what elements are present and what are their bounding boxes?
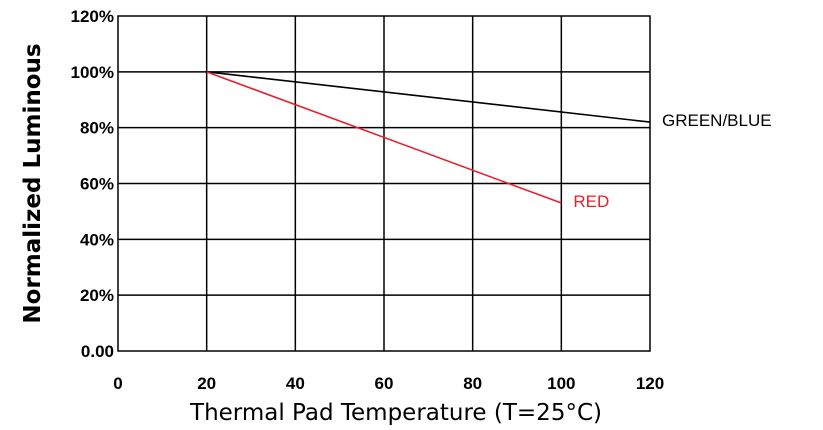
y-tick-label: 40% (80, 230, 114, 249)
x-tick-label: 120 (636, 374, 664, 393)
y-axis-title: Normalized Luminous (20, 43, 46, 323)
x-tick-label: 0 (113, 374, 122, 393)
y-tick-label: 120% (71, 7, 114, 26)
y-tick-labels: 0.00 20% 40% 60% 80% 100% 120% (71, 7, 114, 361)
y-tick-label: 100% (71, 63, 114, 82)
plot-frame (117, 15, 651, 352)
y-tick-label: 80% (80, 119, 114, 138)
y-tick-label: 20% (80, 286, 114, 305)
x-axis-title: Thermal Pad Temperature (T=25°C) (189, 400, 602, 426)
x-tick-label: 100 (547, 374, 575, 393)
x-tick-label: 40 (286, 374, 305, 393)
x-tick-label: 80 (463, 374, 482, 393)
series-line-red (206, 71, 562, 204)
y-tick-label: 0.00 (81, 342, 114, 361)
series-label: RED (573, 192, 609, 211)
x-tick-label: 60 (375, 374, 394, 393)
x-tick-labels: 0 20 40 60 80 100 120 (113, 374, 664, 393)
chart-grid (118, 16, 650, 351)
series-group: GREEN/BLUE RED (206, 71, 772, 211)
series-line-green-blue (206, 71, 651, 123)
y-tick-label: 60% (80, 175, 114, 194)
series-label: GREEN/BLUE (662, 111, 772, 130)
x-tick-label: 20 (197, 374, 216, 393)
